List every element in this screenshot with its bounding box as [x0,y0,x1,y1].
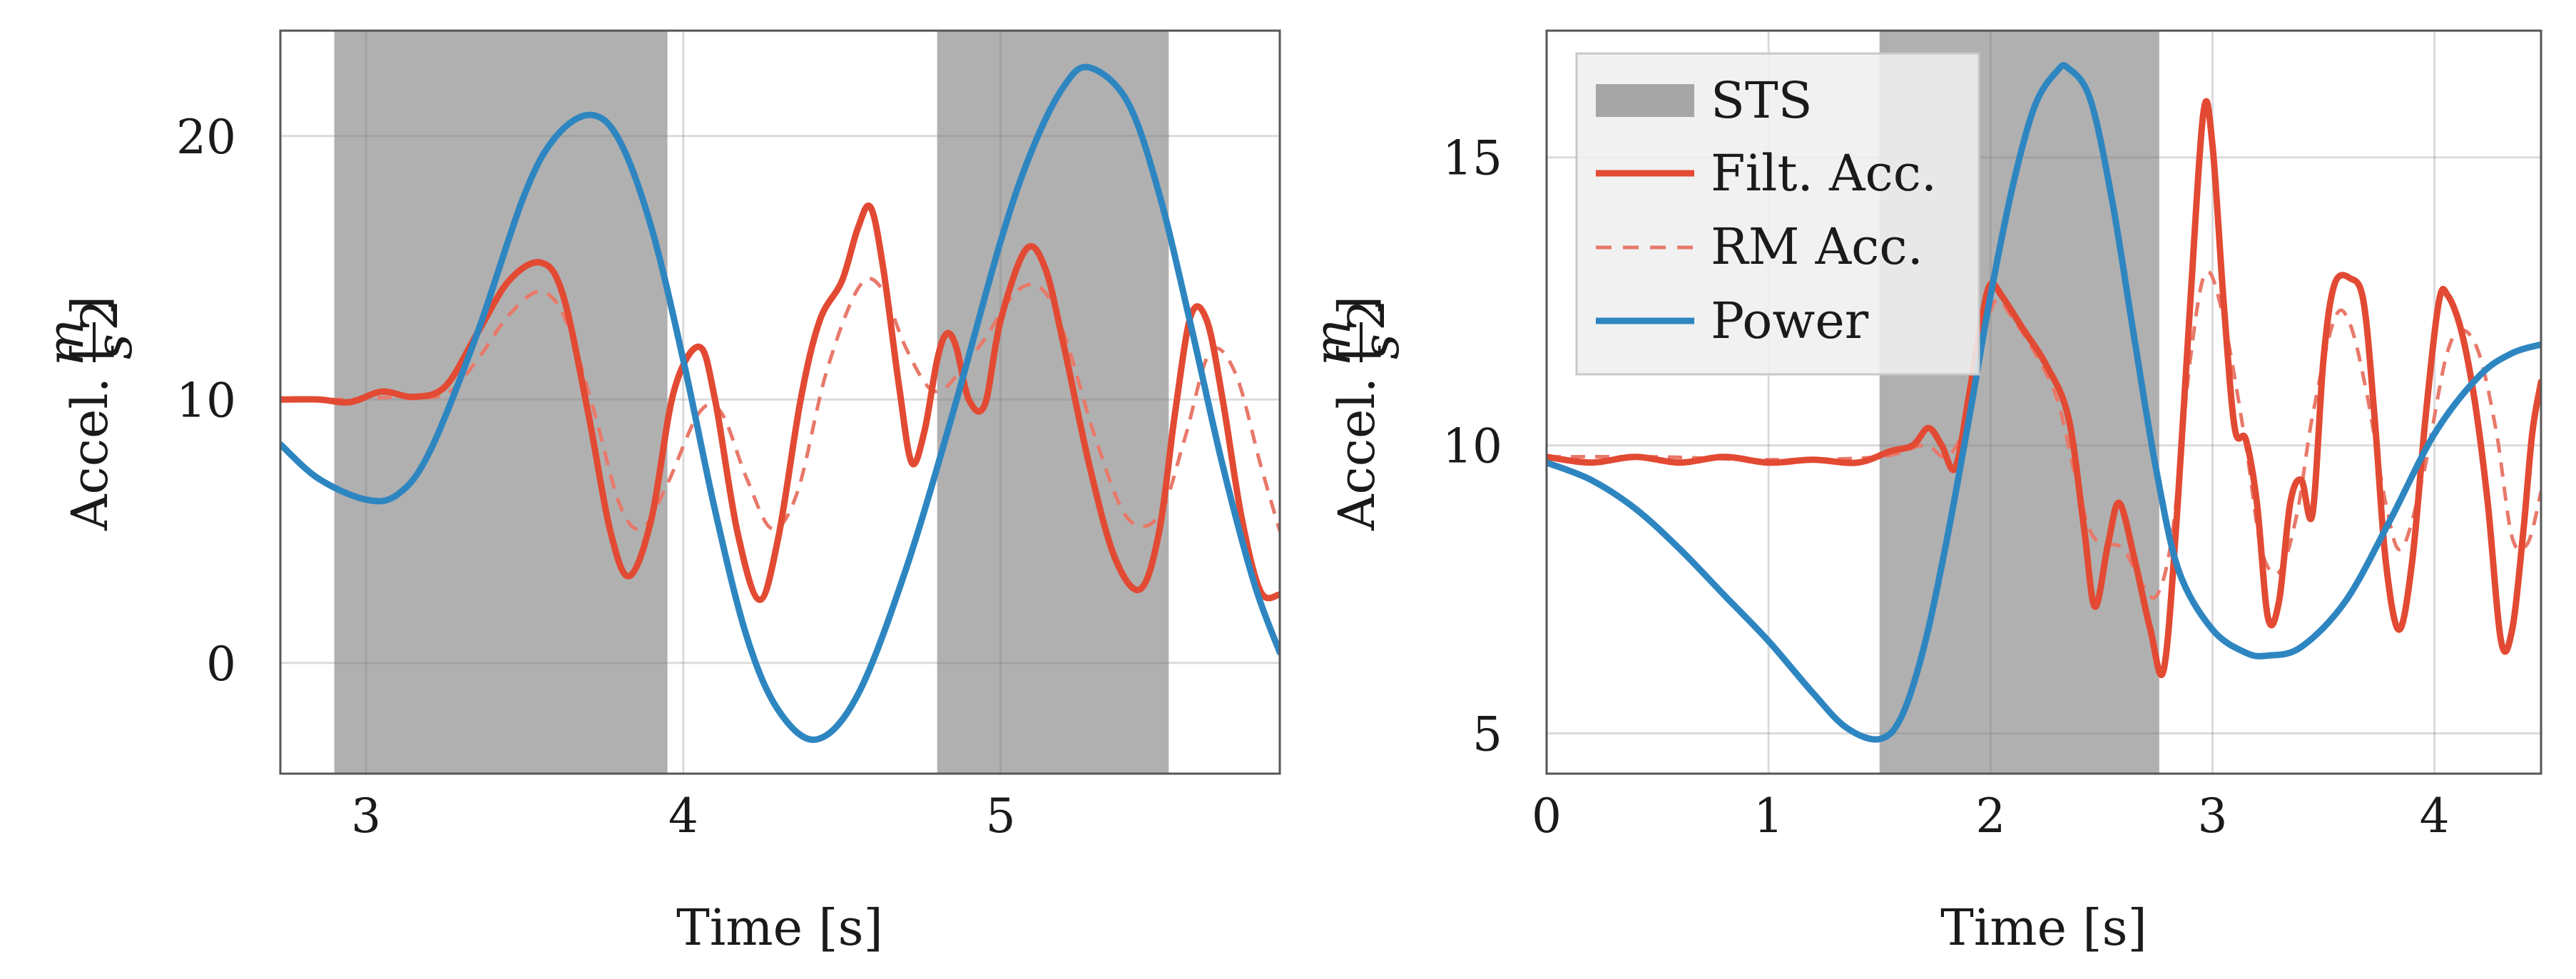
svg-text:Accel. [: Accel. [ [61,342,119,531]
svg-text:s: s [85,334,143,359]
legend-label-filt-acc: Filt. Acc. [1711,144,1937,203]
legend-swatch-sts [1596,84,1694,117]
right-x-axis-title: Time [s] [1940,898,2147,957]
right-x-tick-label-3: 3 [2197,789,2227,844]
right-plot-frame [1545,29,2542,775]
left-x-axis-title: Time [s] [676,898,883,957]
left-y-axis-title: Accel. [ m s 2 ] [36,296,143,531]
left-y-tick-labels: 0 10 20 [176,110,236,692]
left-y-tick-label-0: 0 [206,637,236,692]
left-x-tick-label-0: 3 [351,789,381,844]
svg-text:]: ] [61,296,119,315]
svg-text:m: m [36,319,95,366]
svg-text:2: 2 [71,299,129,331]
left-chart: 3 4 5 0 10 20 Time [s] Accel. [ m s 2 ] [36,29,1281,957]
left-x-tick-label-2: 5 [986,789,1016,844]
left-plot-frame [279,29,1281,775]
right-series [1547,62,2541,743]
svg-text:s: s [1352,334,1410,359]
right-x-tick-label-4: 4 [2420,789,2450,844]
left-sts-region-2 [937,31,1169,774]
right-chart: 0 1 2 3 4 5 10 15 Time [s] Accel. [ m s 2 ] ST… [1303,29,2542,957]
left-series-rm-acc [280,277,1280,532]
left-gridlines [280,31,1280,774]
left-sts-region-1 [334,31,668,774]
left-series [280,63,1280,743]
left-series-power [280,63,1280,743]
right-x-tick-label-2: 2 [1975,789,2005,844]
svg-text:Accel. [: Accel. [ [1328,342,1386,531]
left-x-tick-label-1: 4 [668,789,698,844]
left-series-filt-acc [280,202,1280,603]
legend-label-rm-acc: RM Acc. [1711,217,1923,276]
svg-text:]: ] [1328,296,1386,315]
legend: STS Filt. Acc. RM Acc. Power [1575,52,1980,376]
right-series-power [1547,62,2541,743]
right-series-filt-acc [1547,98,2541,679]
right-y-tick-label-1: 10 [1442,419,1502,474]
left-x-tick-labels: 3 4 5 [351,789,1016,844]
right-x-tick-label-1: 1 [1753,789,1783,844]
legend-label-sts: STS [1711,71,1813,130]
svg-text:2: 2 [1338,299,1396,331]
right-x-tick-labels: 0 1 2 3 4 [1532,789,2450,844]
right-y-tick-label-2: 15 [1442,131,1502,186]
right-y-tick-labels: 5 10 15 [1442,131,1502,762]
left-y-tick-label-2: 20 [176,110,236,165]
svg-text:m: m [1303,319,1362,366]
right-y-tick-label-0: 5 [1472,707,1502,762]
legend-label-power: Power [1711,292,1869,350]
right-y-axis-title: Accel. [ m s 2 ] [1303,296,1410,531]
right-x-tick-label-0: 0 [1532,789,1562,844]
left-shaded-regions [334,31,1169,774]
left-y-tick-label-1: 10 [176,373,236,428]
